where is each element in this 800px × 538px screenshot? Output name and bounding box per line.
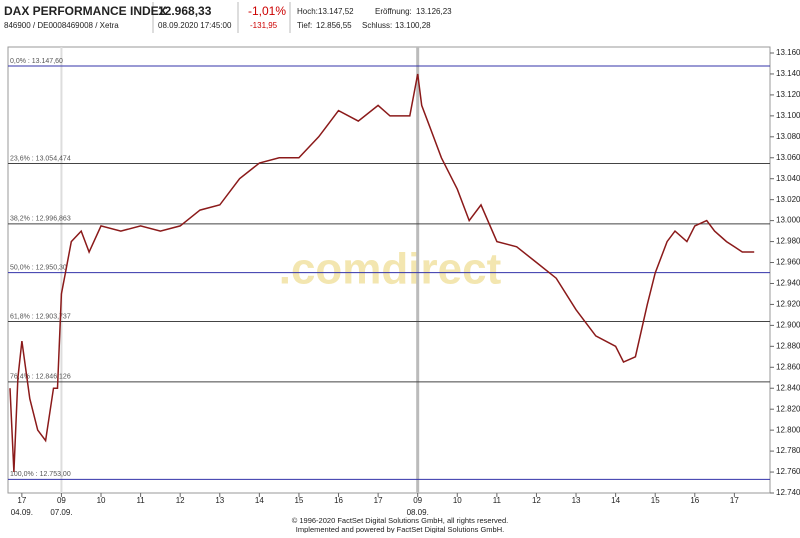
x-tick-label: 17 (730, 496, 739, 505)
footer: © 1996-2020 FactSet Digital Solutions Gm… (292, 516, 508, 525)
y-tick-label: 13.160 (776, 48, 800, 57)
y-tick-label: 12.760 (776, 467, 800, 476)
fib-label: 76,4% : 12.846,126 (10, 374, 71, 381)
y-tick-label: 12.920 (776, 300, 800, 309)
x-tick-label: 13 (572, 496, 581, 505)
stat-label: Eröffnung: (375, 7, 412, 16)
x-tick-label: 09 (413, 496, 422, 505)
change-abs: -131,95 (250, 21, 278, 30)
x-tick-label: 13 (215, 496, 224, 505)
y-tick-label: 12.820 (776, 404, 800, 413)
y-tick-label: 13.080 (776, 132, 800, 141)
y-tick-label: 12.740 (776, 488, 800, 497)
x-tick-label: 14 (255, 496, 264, 505)
footer: Implemented and powered by FactSet Digit… (296, 525, 504, 533)
y-tick-label: 13.100 (776, 111, 800, 120)
y-tick-label: 12.840 (776, 383, 800, 392)
x-tick-label: 12 (532, 496, 541, 505)
x-tick-label: 11 (136, 496, 145, 505)
y-tick-label: 13.040 (776, 174, 800, 183)
fib-label: 61,8% : 12.903,737 (10, 313, 71, 320)
stat-value: 12.856,55 (316, 21, 352, 30)
x-tick-label: 10 (453, 496, 462, 505)
x-tick-label: 15 (651, 496, 660, 505)
fib-label: 23,6% : 13.054,474 (10, 155, 71, 162)
y-tick-label: 13.020 (776, 195, 800, 204)
y-tick-label: 13.000 (776, 216, 800, 225)
plot-frame (7, 46, 771, 494)
stat-value: 13.147,52 (318, 7, 354, 16)
x-tick-label: 16 (690, 496, 699, 505)
stat-value: 13.100,28 (395, 21, 431, 30)
y-tick-label: 13.120 (776, 90, 800, 99)
x-tick-label: 09 (57, 496, 66, 505)
y-tick-label: 12.860 (776, 362, 800, 371)
fib-label: 38,2% : 12.996,863 (10, 216, 71, 223)
day-label: 04.09. (11, 508, 33, 517)
y-tick-label: 12.780 (776, 446, 800, 455)
stat-value: 13.126,23 (416, 7, 452, 16)
x-tick-label: 17 (374, 496, 383, 505)
y-tick-label: 13.060 (776, 153, 800, 162)
watermark: .comdirect (279, 245, 502, 294)
price: 12.968,33 (158, 4, 212, 18)
x-tick-label: 16 (334, 496, 343, 505)
fib-label: 0,0% : 13.147,60 (10, 58, 63, 65)
x-tick-label: 17 (17, 496, 26, 505)
price-line (9, 73, 755, 473)
y-tick-label: 12.900 (776, 320, 800, 329)
fib-label: 100,0% : 12.753,00 (10, 471, 71, 478)
datetime: 08.09.2020 17:45:00 (158, 21, 232, 30)
y-tick-label: 13.140 (776, 69, 800, 78)
x-tick-label: 15 (294, 496, 303, 505)
y-tick-label: 12.880 (776, 341, 800, 350)
y-tick-label: 12.980 (776, 237, 800, 246)
change-pct: -1,01% (248, 4, 286, 18)
day-label: 08.09. (407, 508, 429, 517)
x-tick-label: 12 (176, 496, 185, 505)
fib-label: 50,0% : 12.950,30 (10, 265, 67, 272)
y-tick-label: 12.800 (776, 425, 800, 434)
x-tick-label: 10 (97, 496, 106, 505)
stat-label: Tief: (297, 21, 312, 30)
y-tick-label: 12.960 (776, 258, 800, 267)
x-tick-label: 14 (611, 496, 620, 505)
y-tick-label: 12.940 (776, 279, 800, 288)
ids: 846900 / DE0008469008 / Xetra (4, 21, 119, 30)
stat-label: Schluss: (362, 21, 392, 30)
day-label: 07.09. (50, 508, 72, 517)
title: DAX PERFORMANCE INDEX (4, 4, 167, 18)
stat-label: Hoch: (297, 7, 318, 16)
x-tick-label: 11 (493, 496, 502, 505)
